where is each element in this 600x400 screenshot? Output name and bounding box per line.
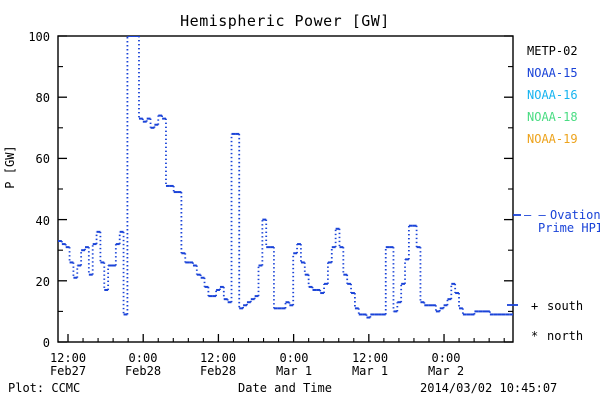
- ovation-label-line2: Prime HPI: [538, 221, 600, 235]
- x-tick-date-0: Feb27: [49, 364, 87, 378]
- y-tick-label-0: 0: [42, 336, 50, 350]
- south-label: south: [547, 299, 584, 313]
- x-tick-date-3: Mar 1: [275, 364, 313, 378]
- y-tick-label-60: 60: [35, 152, 50, 166]
- x-tick-time-1: 0:00: [128, 351, 158, 365]
- legend-item-noaa-18: NOAA-18: [527, 110, 578, 124]
- x-axis-label: Date and Time: [238, 381, 332, 395]
- y-tick-label-80: 80: [35, 91, 50, 105]
- x-tick-time-0: 12:00: [49, 351, 87, 365]
- y-tick-label-100: 100: [28, 30, 50, 44]
- x-tick-date-2: Feb28: [199, 364, 237, 378]
- page-title: Hemispheric Power [GW]: [180, 12, 390, 30]
- north-marker-icon: *: [531, 329, 539, 343]
- legend-item-noaa-15: NOAA-15: [527, 66, 578, 80]
- x-tick-date-4: Mar 1: [351, 364, 389, 378]
- ovation-label-line1: Ovation: [550, 208, 600, 222]
- x-tick-time-2: 12:00: [199, 351, 237, 365]
- timestamp: 2014/03/02 10:45:07: [420, 381, 558, 395]
- north-label: north: [547, 329, 584, 343]
- x-tick-time-3: 0:00: [279, 351, 309, 365]
- axes-frame: [57, 35, 514, 343]
- x-tick-time-4: 12:00: [351, 351, 389, 365]
- ovation-dash-marker: – –: [524, 208, 546, 222]
- x-tick-date-1: Feb28: [124, 364, 162, 378]
- legend-item-noaa-16: NOAA-16: [527, 88, 578, 102]
- x-tick-time-5: 0:00: [431, 351, 461, 365]
- axis-ticks: [58, 35, 513, 343]
- plot-credit: Plot: CCMC: [8, 381, 81, 395]
- data-series-ovation-prime-hpi: [58, 36, 513, 319]
- y-tick-label-20: 20: [35, 275, 50, 289]
- y-tick-label-40: 40: [35, 214, 50, 228]
- edge-markers: [507, 214, 521, 306]
- south-marker-icon: +: [531, 299, 539, 313]
- legend-item-noaa-19: NOAA-19: [527, 132, 578, 146]
- legend-item-metp-02: METP-02: [527, 44, 578, 58]
- x-tick-date-5: Mar 2: [427, 364, 465, 378]
